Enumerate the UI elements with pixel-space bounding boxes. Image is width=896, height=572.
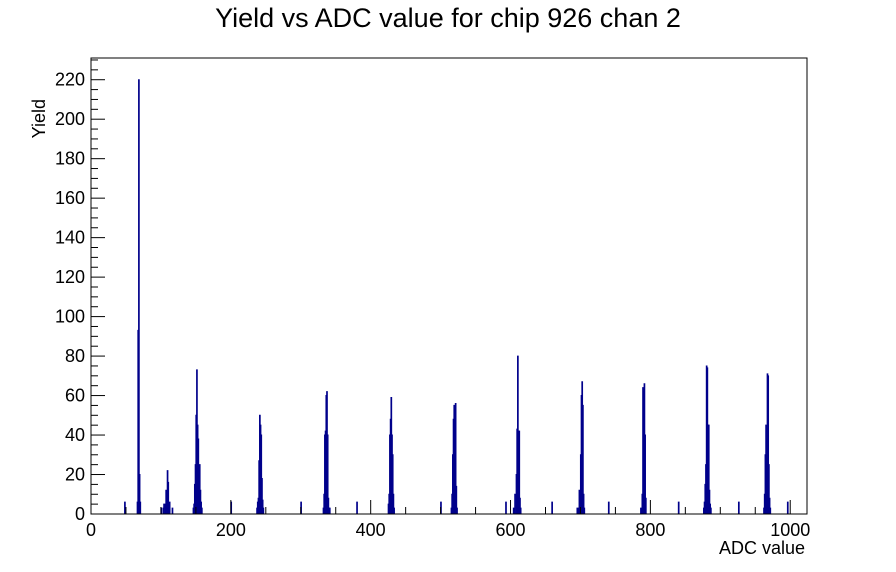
histogram-bin <box>455 485 458 514</box>
y-tick-label: 80 <box>65 346 85 366</box>
y-axis-ticks: 0 20 40 60 80 100 120 140 160 180 200 220 <box>55 59 105 524</box>
histogram-bin <box>392 493 395 514</box>
histogram-bin <box>769 507 772 514</box>
histogram-bin <box>167 481 170 514</box>
histogram-bin <box>260 434 263 514</box>
histogram-bin <box>737 501 740 514</box>
histogram-bin <box>163 503 165 514</box>
y-tick-label: 140 <box>55 228 85 248</box>
y-tick-label: 40 <box>65 425 85 445</box>
histogram-bin <box>262 507 265 514</box>
y-tick-label: 20 <box>65 465 85 485</box>
histogram-bin <box>519 497 521 514</box>
histogram-bin <box>583 507 586 514</box>
histogram-bin <box>168 501 171 514</box>
histogram-bin <box>644 497 647 514</box>
histogram-bin <box>707 424 710 514</box>
y-tick-label: 220 <box>55 70 85 90</box>
histogram-bin <box>124 501 126 514</box>
y-tick-label: 0 <box>75 504 85 524</box>
histogram-bin <box>551 501 553 514</box>
plot-frame <box>90 57 808 515</box>
histogram-bin <box>171 507 174 514</box>
histogram-bin <box>768 497 771 514</box>
histogram-bin <box>576 507 579 514</box>
y-tick-label: 60 <box>65 386 85 406</box>
x-axis-label: ADC value <box>719 538 805 558</box>
x-tick-label: 600 <box>496 520 526 540</box>
x-tick-label: 800 <box>635 520 665 540</box>
x-axis-ticks: 0 200 400 600 800 1000 <box>86 500 810 540</box>
histogram-bin <box>456 507 458 514</box>
histogram-bin <box>514 493 516 514</box>
histogram-bin <box>328 507 331 514</box>
histogram-bin <box>677 501 680 514</box>
y-tick-label: 160 <box>55 188 85 208</box>
histogram-bin <box>518 430 521 514</box>
y-axis-label: Yield <box>29 99 49 138</box>
histogram-bin <box>710 507 712 514</box>
histogram-bin <box>512 507 515 514</box>
histogram-bin <box>391 454 394 514</box>
y-tick-label: 120 <box>55 267 85 287</box>
histogram-bin <box>578 489 581 514</box>
x-tick-label: 400 <box>356 520 386 540</box>
histogram-bin <box>200 507 203 514</box>
histogram-bin <box>519 507 522 514</box>
y-tick-label: 180 <box>55 149 85 169</box>
histogram-bin <box>261 499 264 514</box>
histogram-bin <box>356 501 358 514</box>
histogram-bin <box>326 434 329 514</box>
histogram-bin <box>708 489 711 514</box>
histogram-bin <box>454 402 457 514</box>
histogram-bin <box>582 404 584 514</box>
histogram-bin <box>327 497 330 514</box>
bars-layer <box>124 79 789 514</box>
y-tick-label: 100 <box>55 307 85 327</box>
histogram-bin <box>505 501 507 514</box>
y-tick-label: 200 <box>55 109 85 129</box>
histogram-bin <box>582 493 585 514</box>
histogram-bin <box>139 501 142 514</box>
histogram-bin <box>198 464 201 514</box>
histogram-bin <box>138 79 140 514</box>
histogram-bin <box>138 474 141 514</box>
x-tick-label: 1000 <box>770 520 810 540</box>
x-tick-label: 200 <box>216 520 246 540</box>
histogram-bin <box>640 507 642 514</box>
histogram-bin <box>261 477 263 514</box>
x-tick-label: 0 <box>86 520 96 540</box>
chart-title: Yield vs ADC value for chip 926 chan 2 <box>215 3 681 33</box>
histogram-bin <box>786 501 789 514</box>
histogram-bin <box>607 501 610 514</box>
histogram-bin <box>644 434 646 514</box>
histogram-bin <box>393 507 395 514</box>
histogram-bin <box>767 375 770 514</box>
histogram-bin <box>768 464 770 514</box>
